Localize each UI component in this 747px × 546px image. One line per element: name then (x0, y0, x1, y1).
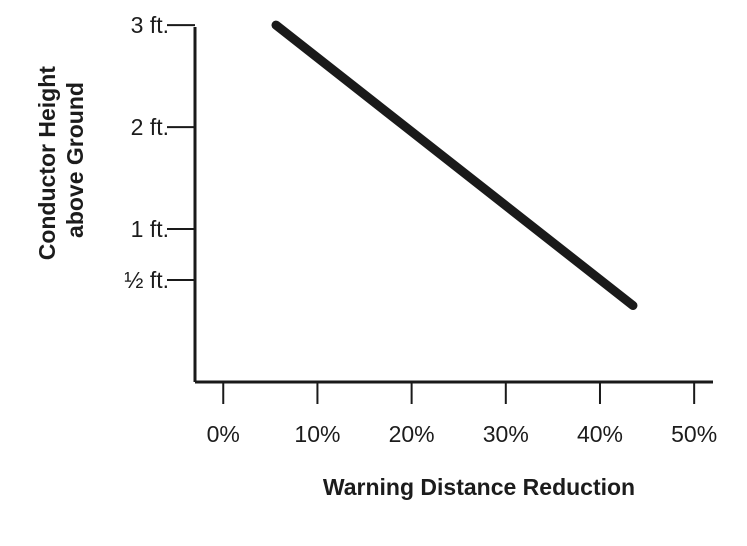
x-tick-label: 40% (577, 421, 623, 447)
x-tick-label: 0% (207, 421, 240, 447)
x-tick-label: 50% (671, 421, 717, 447)
x-axis-title: Warning Distance Reduction (323, 474, 635, 500)
y-tick-label: ½ ft. (124, 267, 169, 293)
y-axis-title: Conductor Height above Ground (34, 60, 88, 261)
series-layer (271, 20, 638, 311)
y-tick-label: 2 ft. (131, 114, 169, 140)
axes: 0% 10% 20% 30% 40% 50% 3 ft. 2 ft. 1 ft. ½ ft. (124, 12, 717, 447)
x-tick-label: 20% (389, 421, 435, 447)
y-tick-label: 3 ft. (131, 12, 169, 38)
y-tick-label: 1 ft. (131, 216, 169, 242)
x-tick-label: 10% (294, 421, 340, 447)
y-axis-title-line-1: Conductor Height (34, 66, 60, 261)
x-tick-label: 30% (483, 421, 529, 447)
series-line (271, 20, 638, 311)
y-axis-title-line-2: above Ground (62, 82, 88, 238)
